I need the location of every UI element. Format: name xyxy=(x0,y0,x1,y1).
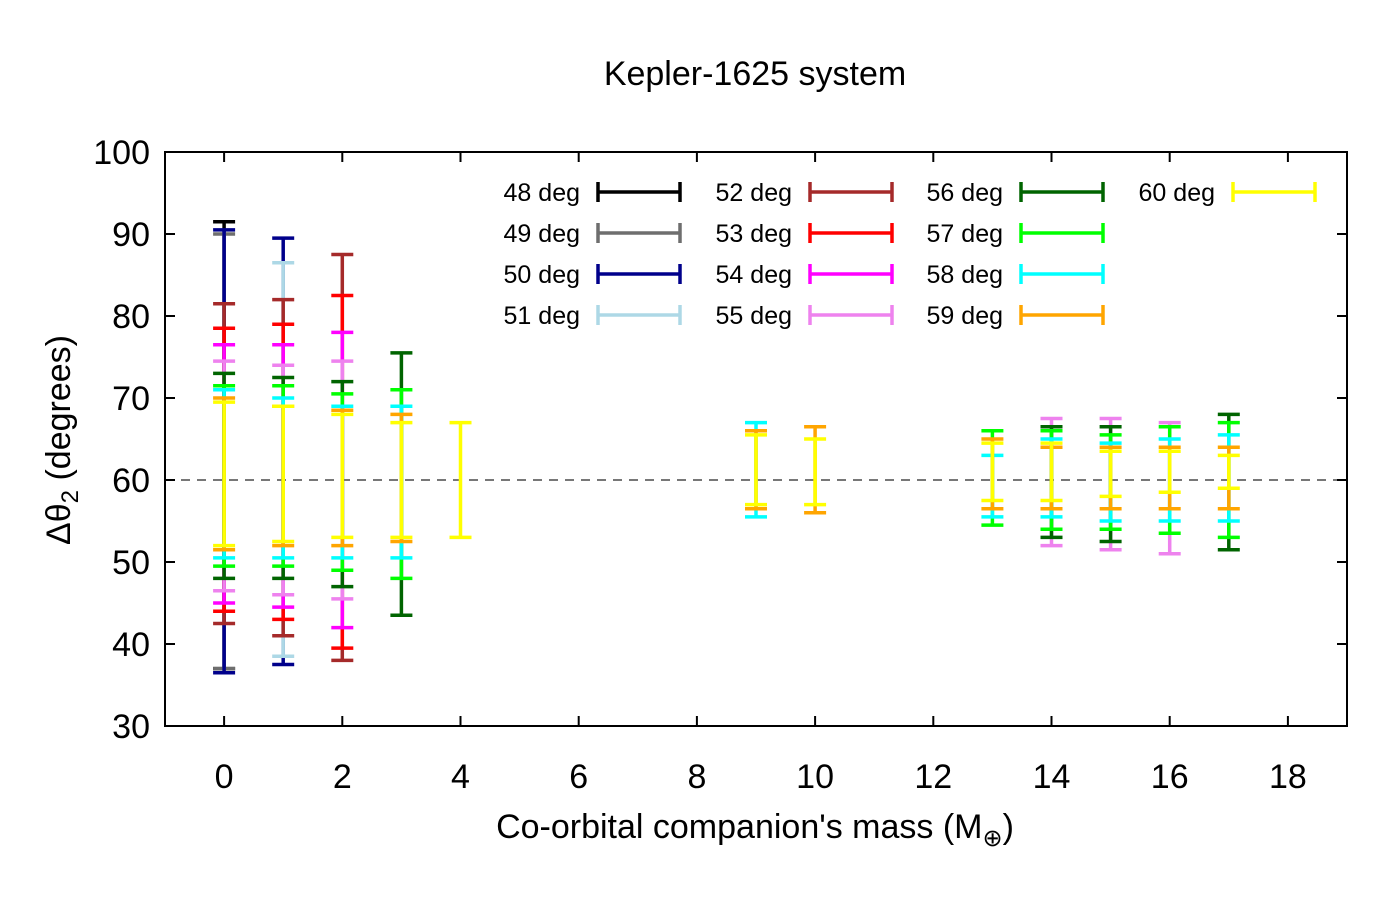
y-tick-label: 50 xyxy=(112,544,150,582)
x-tick-label: 4 xyxy=(451,758,470,796)
legend-label: 57 deg xyxy=(927,220,1003,248)
error-bar xyxy=(272,404,295,544)
error-bar xyxy=(1217,453,1240,490)
legend-item: 57 deg xyxy=(927,220,1105,248)
legend-item: 48 deg xyxy=(504,179,682,207)
legend-item: 59 deg xyxy=(927,302,1105,330)
x-tick-label: 2 xyxy=(333,758,352,796)
error-bar xyxy=(1040,441,1063,503)
x-axis-label: Co-orbital companion's mass (M⊕) xyxy=(496,808,1014,852)
y-tick-label: 70 xyxy=(112,380,150,418)
legend-item: 52 deg xyxy=(716,179,894,207)
y-axis-label: Δθ2 (degrees) xyxy=(40,335,84,545)
y-tick-label: 60 xyxy=(112,462,150,500)
x-tick-label: 12 xyxy=(914,758,952,796)
legend-label: 52 deg xyxy=(716,179,792,207)
error-bar xyxy=(213,400,236,548)
legend-item: 54 deg xyxy=(716,261,894,289)
x-axis-label-end: ) xyxy=(1003,808,1014,846)
legend-label: 49 deg xyxy=(504,220,580,248)
legend-item: 58 deg xyxy=(927,261,1105,289)
y-tick-label: 30 xyxy=(112,708,150,746)
legend-label: 60 deg xyxy=(1139,179,1215,207)
y-tick-label: 80 xyxy=(112,298,150,336)
legend-item: 55 deg xyxy=(716,302,894,330)
x-tick-label: 0 xyxy=(215,758,234,796)
axes-group: 0 2 4 6 8 10 12 14 16 18 30 40 50 60 70 80 90 100 xyxy=(93,134,1348,796)
error-bar xyxy=(1099,449,1122,499)
y-axis-label-end: (degrees) xyxy=(40,335,78,490)
x-tick-label: 6 xyxy=(569,758,588,796)
x-tick-label: 14 xyxy=(1033,758,1071,796)
x-tick-label: 8 xyxy=(687,758,706,796)
legend-item: 49 deg xyxy=(504,220,682,248)
legend-label: 53 deg xyxy=(716,220,792,248)
legend-label: 56 deg xyxy=(927,179,1003,207)
error-bar xyxy=(449,420,472,540)
legend-label: 59 deg xyxy=(927,302,1003,330)
x-tick-label: 10 xyxy=(796,758,834,796)
error-bar xyxy=(804,437,827,507)
chart-title: Kepler-1625 system xyxy=(604,55,906,93)
legend-item: 51 deg xyxy=(504,302,682,330)
legend-item: 50 deg xyxy=(504,261,682,289)
series-59-deg xyxy=(213,396,1240,552)
series-57-deg xyxy=(213,383,1240,581)
series-58-deg xyxy=(213,388,1240,560)
plot-frame xyxy=(164,151,1348,727)
y-axis-label-main: Δθ xyxy=(40,503,78,545)
series-60-deg xyxy=(213,400,1240,548)
error-bars-group xyxy=(213,219,1240,675)
legend-label: 48 deg xyxy=(504,179,580,207)
y-tick-label: 100 xyxy=(93,134,150,172)
legend-item: 53 deg xyxy=(716,220,894,248)
legend-item: 56 deg xyxy=(927,179,1105,207)
legend: 48 deg 49 deg 50 deg 51 deg 52 deg 53 deg 54 d… xyxy=(504,179,1317,330)
legend-label: 55 deg xyxy=(716,302,792,330)
legend-label: 54 deg xyxy=(716,261,792,289)
legend-label: 58 deg xyxy=(927,261,1003,289)
error-bar xyxy=(981,441,1004,503)
x-axis-label-main: Co-orbital companion's mass (M xyxy=(496,808,982,846)
x-tick-label: 18 xyxy=(1269,758,1307,796)
error-bar xyxy=(331,412,354,540)
legend-label: 51 deg xyxy=(504,302,580,330)
y-tick-label: 90 xyxy=(112,216,150,254)
y-tick-label: 40 xyxy=(112,626,150,664)
error-bar xyxy=(1158,449,1181,495)
error-bar xyxy=(390,420,413,540)
legend-item: 60 deg xyxy=(1139,179,1317,207)
x-axis-label-sub: ⊕ xyxy=(983,825,1003,852)
series-56-deg xyxy=(213,351,1240,618)
legend-label: 50 deg xyxy=(504,261,580,289)
error-bar xyxy=(745,433,767,507)
y-axis-label-sub: 2 xyxy=(57,490,84,503)
x-tick-label: 16 xyxy=(1151,758,1189,796)
